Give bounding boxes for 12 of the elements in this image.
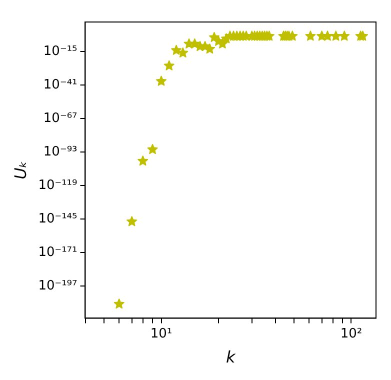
y-tick-label: 10⁻⁹³ bbox=[43, 144, 78, 160]
y-tick-label: 10⁻⁴¹ bbox=[43, 77, 78, 92]
y-axis-title: Uₖ bbox=[10, 160, 30, 180]
y-tick-label: 10⁻¹⁷¹ bbox=[38, 244, 78, 260]
y-tick-label: 10⁻¹⁹⁷ bbox=[38, 278, 78, 294]
y-tick-label: 10⁻¹⁴⁵ bbox=[38, 211, 78, 226]
y-tick-label: 10⁻¹⁵ bbox=[43, 44, 78, 59]
y-tick-label: 10⁻⁶⁷ bbox=[43, 110, 78, 126]
y-tick-label: 10⁻¹¹⁹ bbox=[38, 178, 78, 193]
x-tick-label: 10¹ bbox=[150, 326, 172, 342]
x-axis-title: k bbox=[226, 348, 236, 367]
x-tick-label: 10² bbox=[340, 326, 362, 342]
